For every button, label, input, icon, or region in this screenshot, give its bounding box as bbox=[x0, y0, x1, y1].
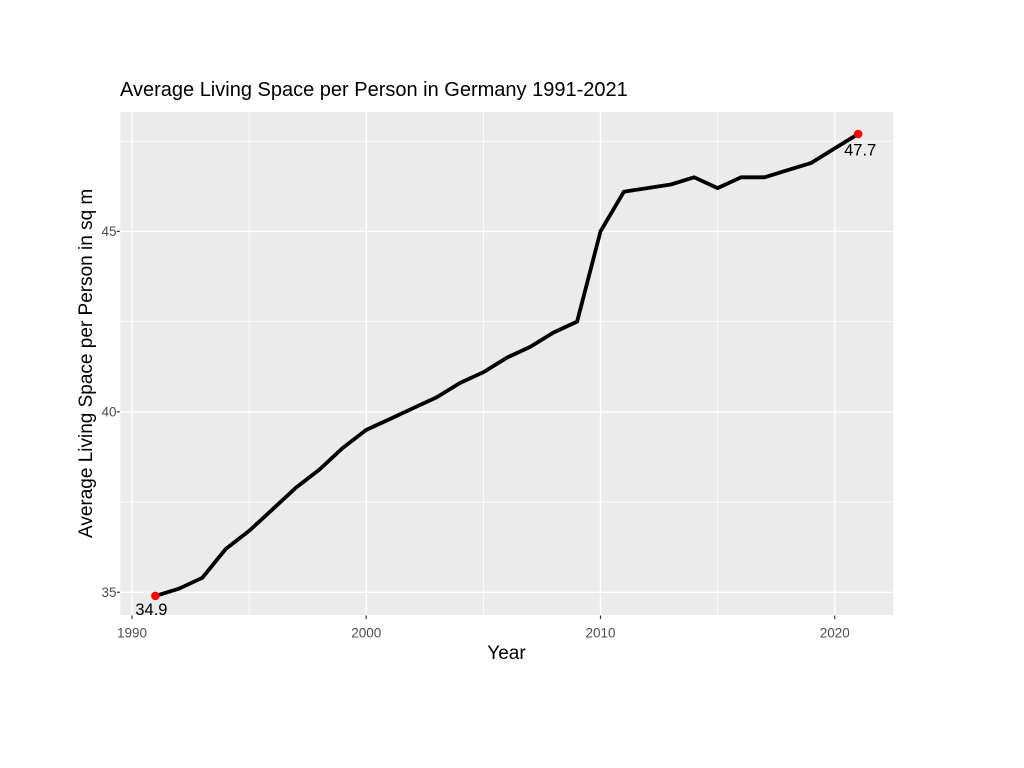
x-axis-title: Year bbox=[487, 643, 526, 664]
data-line bbox=[154, 132, 860, 598]
y-tick-label: 35 bbox=[101, 585, 116, 600]
data-point-start bbox=[151, 591, 160, 601]
x-tick-label: 2000 bbox=[351, 626, 381, 641]
point-label-end: 47.7 bbox=[844, 142, 876, 160]
x-tick-label: 1990 bbox=[117, 626, 147, 641]
y-tick-label: 40 bbox=[101, 405, 116, 420]
y-axis-title: Average Living Space per Person in sq m bbox=[76, 188, 97, 539]
point-label-start: 34.9 bbox=[135, 601, 167, 619]
chart-title: Average Living Space per Person in Germa… bbox=[120, 79, 628, 101]
x-tick-label: 2010 bbox=[585, 626, 615, 641]
y-tick-label: 45 bbox=[101, 224, 116, 239]
x-tick-label: 2020 bbox=[820, 626, 850, 641]
data-point-end bbox=[853, 129, 863, 139]
